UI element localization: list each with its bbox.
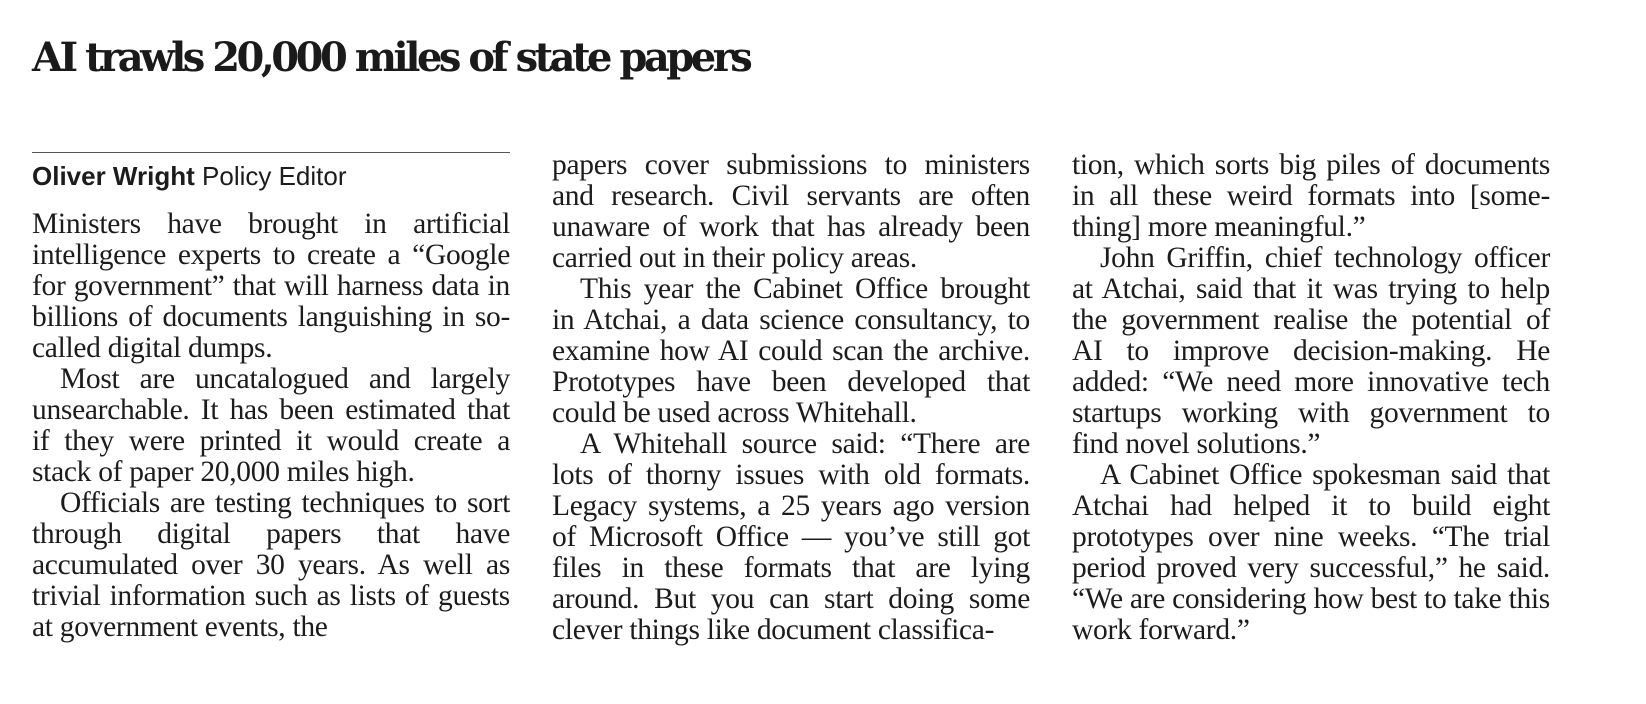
column-1-text: Ministers have brought in artificial int… bbox=[32, 209, 510, 643]
paragraph: John Griffin, chief technology officer a… bbox=[1072, 242, 1550, 460]
paragraph: papers cover submissions to ministers an… bbox=[552, 149, 1030, 274]
headline: AI trawls 20,000 miles of state papers bbox=[32, 34, 753, 81]
byline-role: Policy Editor bbox=[202, 161, 347, 191]
paragraph: tion, which sorts big piles of documents… bbox=[1072, 149, 1550, 243]
article-column-3: tion, which sorts big piles of documents… bbox=[1072, 150, 1550, 646]
paragraph: Ministers have brought in artificial int… bbox=[32, 208, 510, 364]
paragraph: This year the Cabinet Office brought in … bbox=[552, 273, 1030, 429]
paragraph: Most are uncatalogued and largely unsear… bbox=[32, 363, 510, 488]
byline-rule bbox=[32, 152, 510, 153]
byline-author: Oliver Wright bbox=[32, 161, 195, 191]
column-3-text: tion, which sorts big piles of documents… bbox=[1072, 150, 1550, 646]
paragraph: A Cabinet Office spokesman said that Atc… bbox=[1072, 459, 1550, 646]
column-2-text: papers cover submissions to ministers an… bbox=[552, 150, 1030, 646]
article-column-2: papers cover submissions to ministers an… bbox=[552, 150, 1030, 646]
paragraph: Officials are testing techniques to sort… bbox=[32, 487, 510, 643]
byline: Oliver Wright Policy Editor bbox=[32, 159, 510, 193]
article-column-1: Oliver Wright Policy Editor Ministers ha… bbox=[32, 152, 510, 643]
paragraph: A Whitehall source said: “There are lots… bbox=[552, 428, 1030, 646]
